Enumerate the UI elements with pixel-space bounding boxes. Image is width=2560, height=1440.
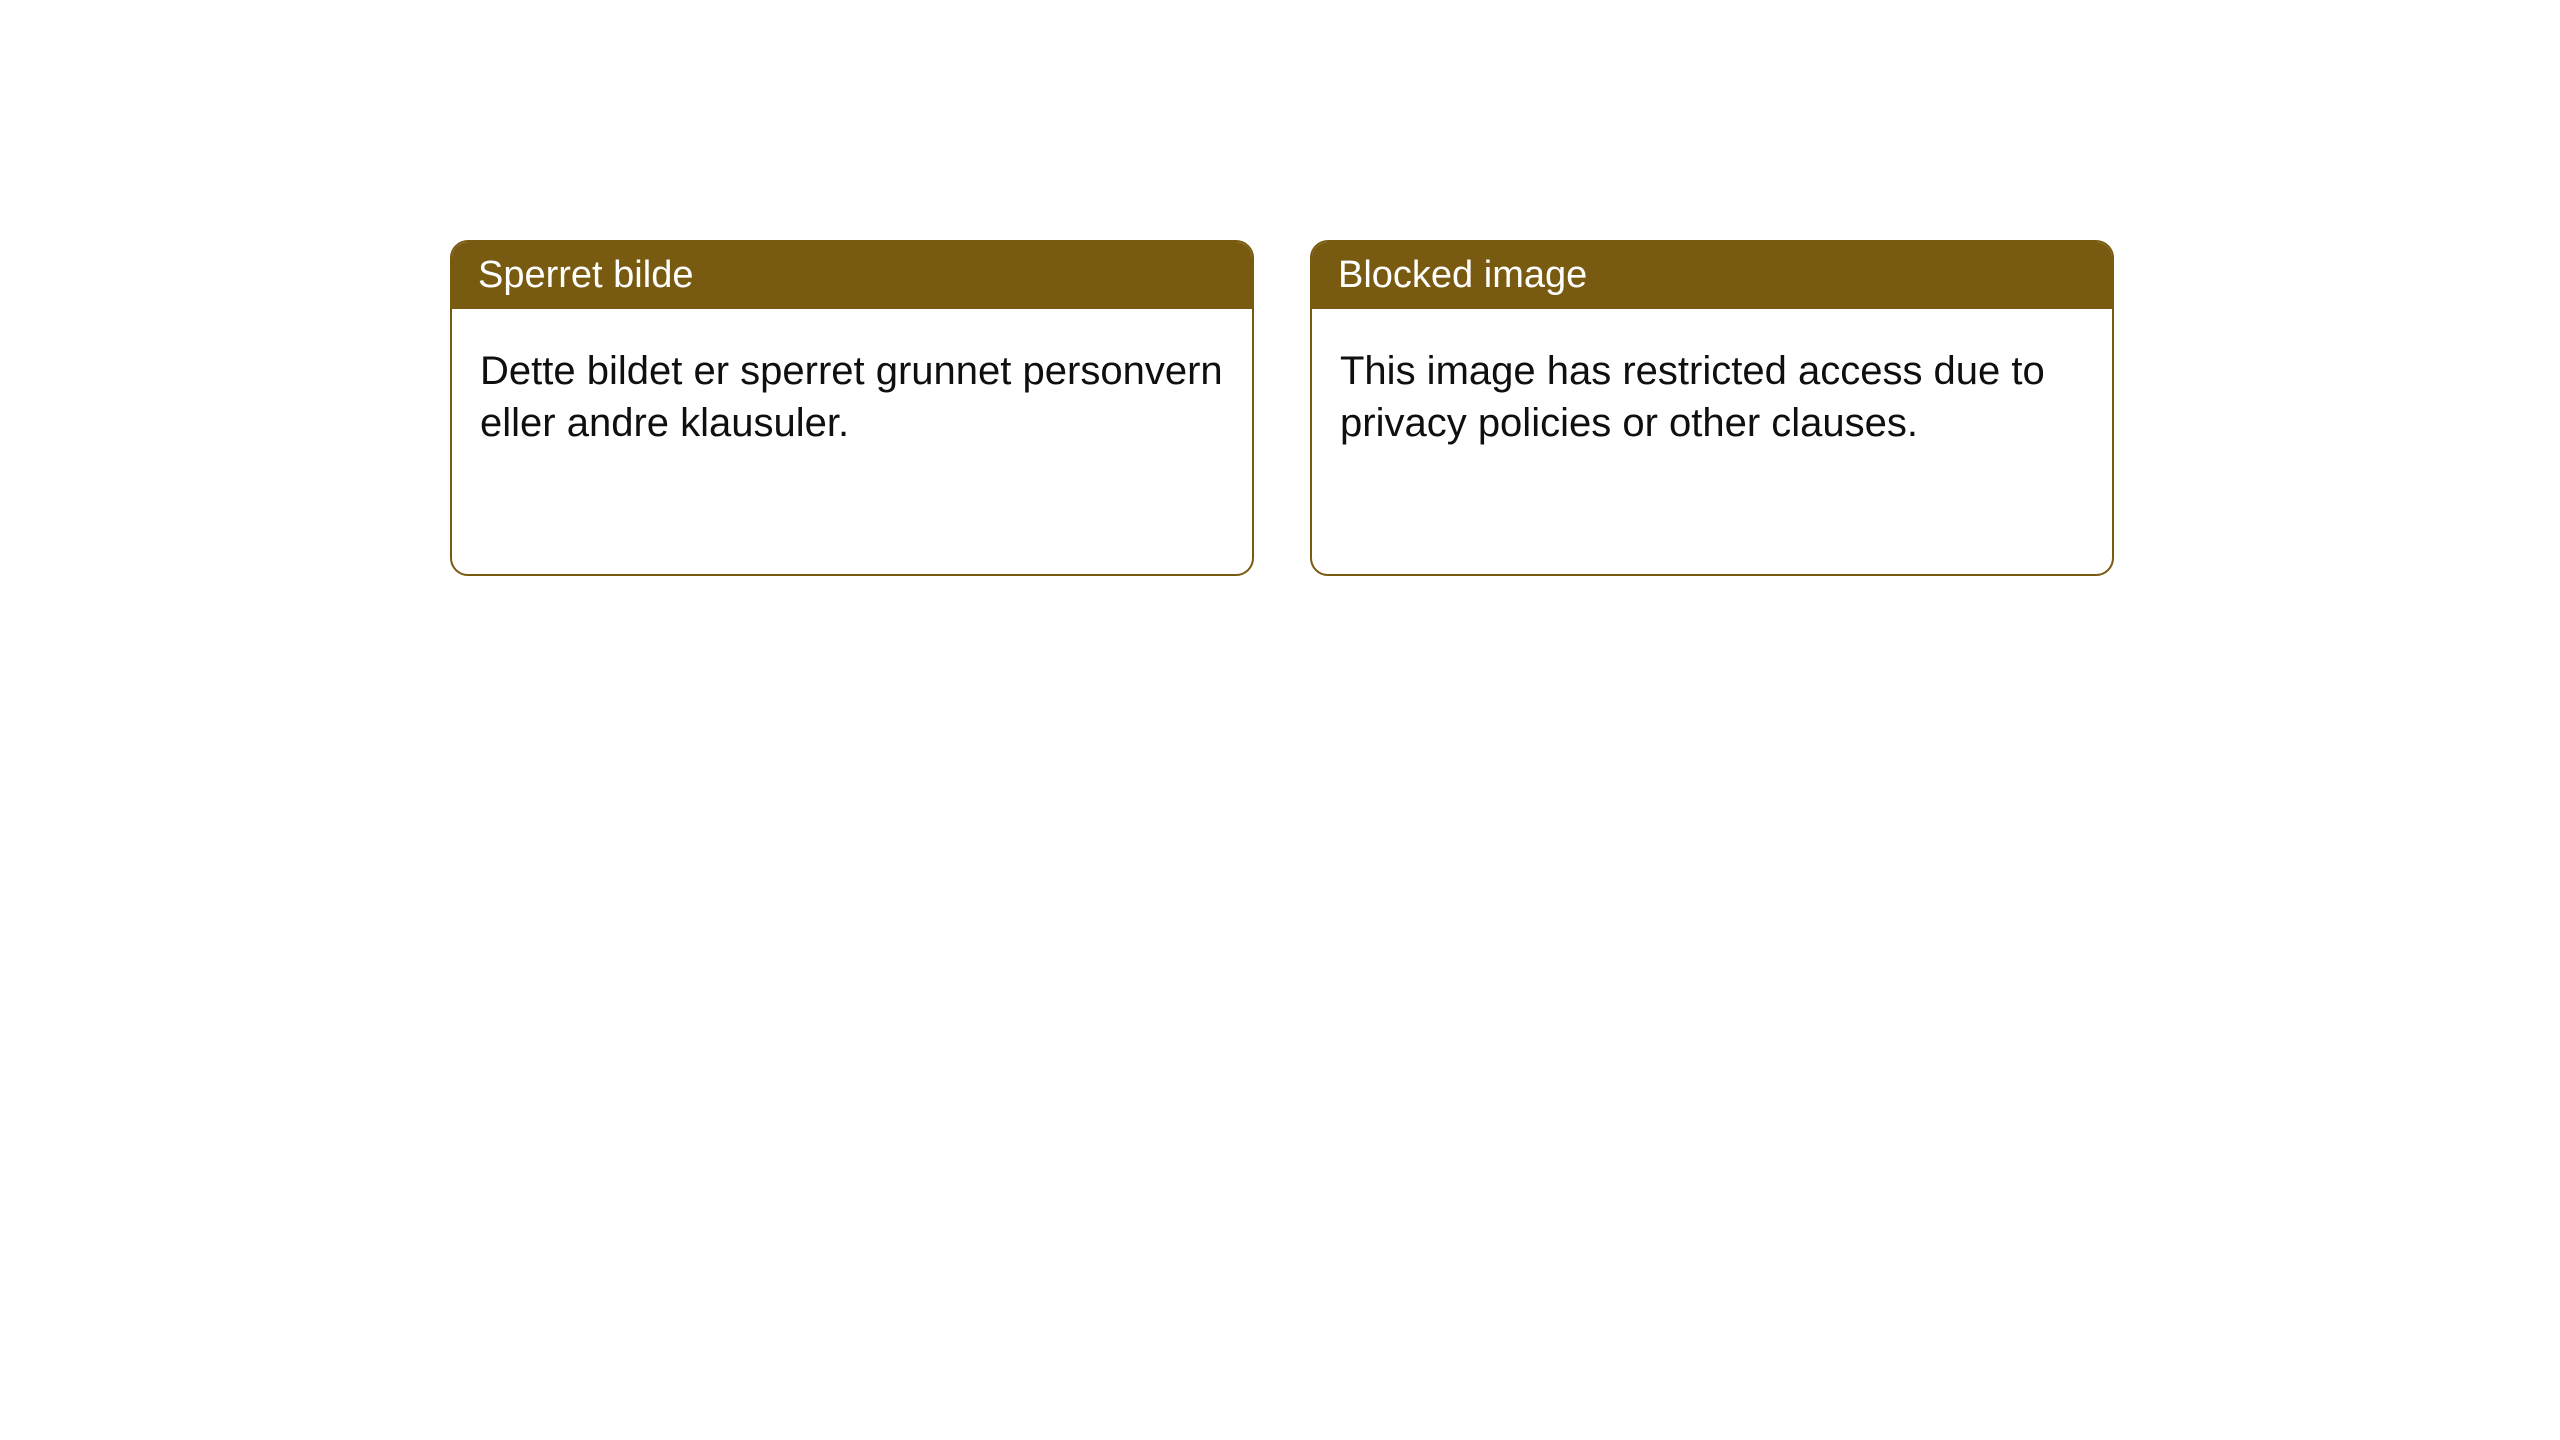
notice-card-header: Blocked image — [1312, 242, 2112, 309]
notice-message: This image has restricted access due to … — [1340, 349, 2045, 445]
notice-card-body: This image has restricted access due to … — [1312, 309, 2112, 485]
notice-card-english: Blocked image This image has restricted … — [1310, 240, 2114, 576]
notice-title: Sperret bilde — [478, 254, 693, 296]
notice-cards-container: Sperret bilde Dette bildet er sperret gr… — [450, 240, 2114, 576]
notice-card-body: Dette bildet er sperret grunnet personve… — [452, 309, 1252, 485]
notice-card-header: Sperret bilde — [452, 242, 1252, 309]
notice-card-norwegian: Sperret bilde Dette bildet er sperret gr… — [450, 240, 1254, 576]
notice-title: Blocked image — [1338, 254, 1587, 296]
notice-message: Dette bildet er sperret grunnet personve… — [480, 349, 1223, 445]
